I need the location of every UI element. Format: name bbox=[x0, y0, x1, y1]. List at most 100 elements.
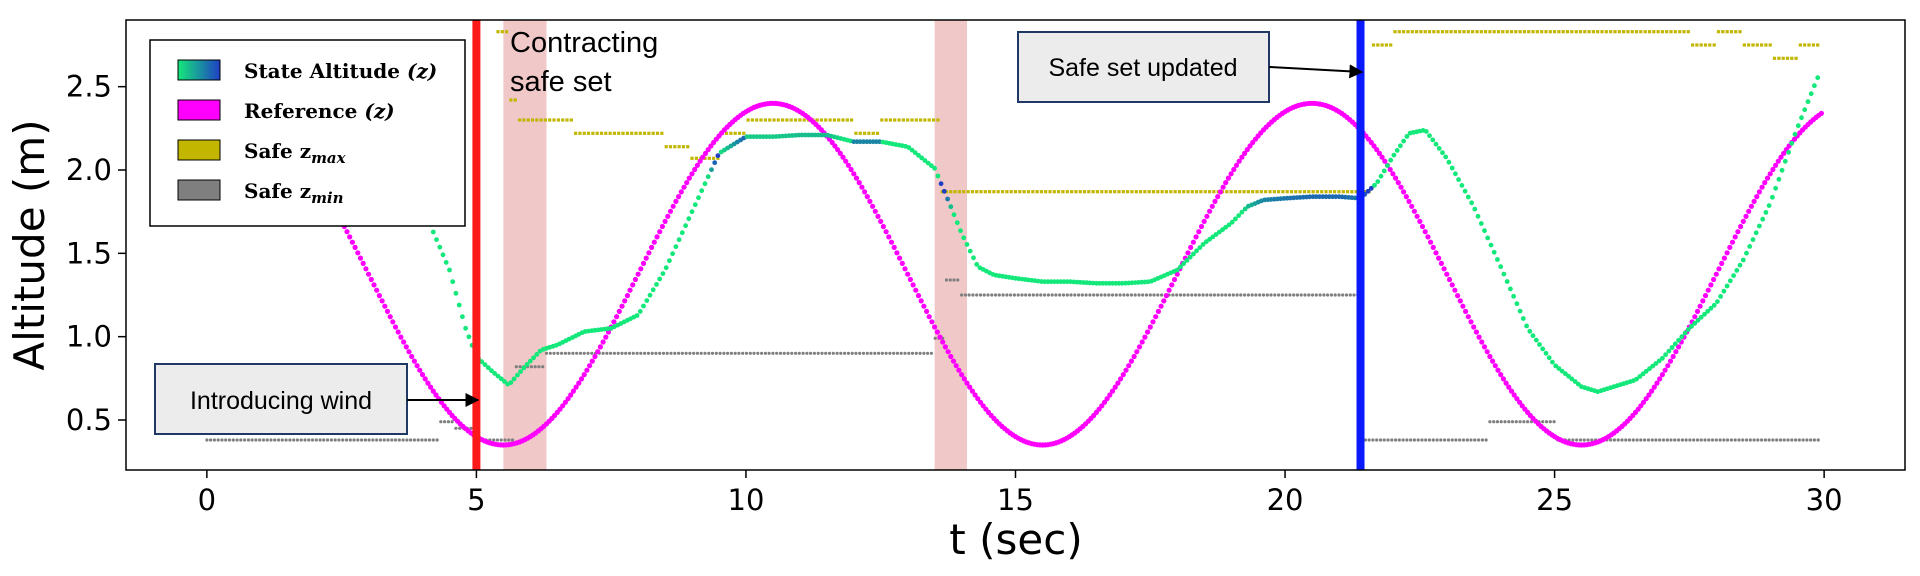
reference-point bbox=[867, 198, 873, 204]
safe-zmax-point bbox=[647, 131, 651, 135]
state-altitude-point bbox=[1795, 123, 1801, 129]
safe-zmin-point bbox=[258, 438, 262, 442]
state-altitude-point bbox=[1511, 293, 1516, 299]
safe-zmin-point bbox=[254, 438, 258, 442]
safe-zmax-point bbox=[1708, 43, 1712, 47]
reference-point bbox=[592, 353, 598, 360]
reference-point bbox=[387, 314, 393, 320]
state-altitude-point bbox=[1744, 250, 1749, 256]
reference-point bbox=[390, 319, 396, 325]
safe-zmax-point bbox=[1376, 43, 1380, 47]
reference-point bbox=[1511, 392, 1517, 398]
state-altitude-point bbox=[676, 237, 682, 243]
state-altitude-point bbox=[1808, 91, 1814, 97]
annotation-wind-text: Introducing wind bbox=[190, 387, 372, 415]
state-altitude-point bbox=[1491, 249, 1497, 255]
safe-zmax-point bbox=[1389, 43, 1393, 47]
state-altitude-point bbox=[1423, 129, 1429, 134]
state-altitude-point bbox=[1660, 355, 1665, 361]
state-altitude-point bbox=[1695, 317, 1701, 323]
safe-zmin-point bbox=[533, 365, 537, 369]
safe-zmin-point bbox=[850, 351, 854, 355]
reference-point bbox=[670, 203, 676, 209]
state-altitude-point bbox=[1495, 257, 1500, 262]
safe-zmax-point bbox=[539, 118, 543, 122]
reference-point bbox=[1196, 229, 1202, 235]
reference-point bbox=[425, 380, 431, 386]
safe-zmin-point bbox=[1771, 438, 1775, 442]
safe-zmax-point bbox=[1691, 43, 1695, 47]
reference-point bbox=[584, 367, 590, 373]
safe-zmax-point bbox=[1574, 30, 1578, 34]
safe-zmax-point bbox=[1005, 190, 1009, 194]
state-altitude-point bbox=[1724, 283, 1730, 289]
safe-zmin-point bbox=[1103, 293, 1107, 297]
safe-zmax-point bbox=[1522, 30, 1526, 34]
safe-zmin-point bbox=[816, 351, 820, 355]
safe-zmin-point bbox=[1729, 438, 1733, 442]
reference-point bbox=[611, 319, 617, 325]
safe-zmax-point bbox=[1065, 190, 1069, 194]
safe-zmin-point bbox=[778, 351, 783, 355]
safe-zmin-point bbox=[393, 438, 398, 442]
safe-zmax-point bbox=[1160, 190, 1164, 194]
safe-zmax-point bbox=[1479, 30, 1483, 34]
safe-zmax-point bbox=[871, 131, 875, 135]
safe-zmax-point bbox=[1656, 30, 1660, 34]
reference-point bbox=[875, 213, 881, 219]
reference-point bbox=[705, 147, 711, 153]
safe-zmax-point bbox=[910, 118, 914, 122]
safe-zmin-point bbox=[1122, 293, 1126, 297]
safe-zmax-point bbox=[1341, 190, 1345, 194]
reference-point bbox=[1233, 162, 1240, 168]
safe-zmin-point bbox=[1333, 293, 1337, 297]
reference-point bbox=[1773, 162, 1779, 168]
reference-point bbox=[411, 358, 417, 364]
safe-zmin-point bbox=[1797, 438, 1801, 442]
safe-zmax-point bbox=[1557, 30, 1561, 34]
safe-zmax-point bbox=[578, 131, 582, 135]
safe-zmin-point bbox=[1099, 293, 1103, 297]
safe-zmax-point bbox=[1151, 190, 1156, 194]
safe-zmin-point bbox=[1265, 293, 1269, 297]
safe-zmax-point bbox=[1190, 190, 1194, 194]
reference-point bbox=[1643, 396, 1649, 402]
safe-zmax-point bbox=[750, 118, 754, 122]
state-altitude-point bbox=[1242, 206, 1248, 212]
safe-zmin-point bbox=[1627, 438, 1632, 442]
safe-zmax-point bbox=[664, 145, 668, 149]
state-altitude-point bbox=[1715, 299, 1720, 304]
reference-point bbox=[880, 223, 887, 230]
safe-zmax-point bbox=[781, 118, 785, 122]
state-altitude-point bbox=[916, 152, 921, 158]
safe-zmax-point bbox=[1596, 30, 1600, 34]
reference-point bbox=[945, 349, 951, 355]
state-altitude-point bbox=[1682, 330, 1688, 336]
safe-zmin-point bbox=[1661, 438, 1666, 442]
safe-zmax-point bbox=[1199, 190, 1203, 194]
state-altitude-point bbox=[1647, 366, 1652, 372]
safe-zmax-point bbox=[608, 131, 612, 135]
safe-zmax-point bbox=[1475, 30, 1479, 34]
safe-zmax-point bbox=[1173, 190, 1177, 194]
safe-zmin-point bbox=[1337, 293, 1341, 297]
safe-zmin-point bbox=[865, 351, 869, 355]
reference-point bbox=[1150, 319, 1156, 325]
safe-zmax-point bbox=[824, 118, 828, 122]
reference-point bbox=[1109, 388, 1116, 394]
safe-zmax-point bbox=[1790, 56, 1794, 60]
safe-zmax-point bbox=[1320, 190, 1324, 194]
reference-point bbox=[915, 293, 922, 299]
safe-zmin-point bbox=[1522, 420, 1526, 424]
state-altitude-point bbox=[819, 132, 824, 138]
safe-zmin-point bbox=[609, 351, 613, 355]
safe-zmin-point bbox=[386, 438, 390, 442]
safe-zmin-point bbox=[1303, 293, 1307, 297]
safe-zmax-point bbox=[1471, 30, 1475, 34]
reference-point bbox=[1382, 158, 1388, 164]
safe-zmin-point bbox=[1114, 293, 1118, 297]
safe-zmin-point bbox=[1095, 293, 1099, 297]
safe-zmax-point bbox=[884, 118, 888, 122]
shaded-regions bbox=[503, 20, 967, 470]
safe-zmin-point bbox=[375, 438, 379, 442]
